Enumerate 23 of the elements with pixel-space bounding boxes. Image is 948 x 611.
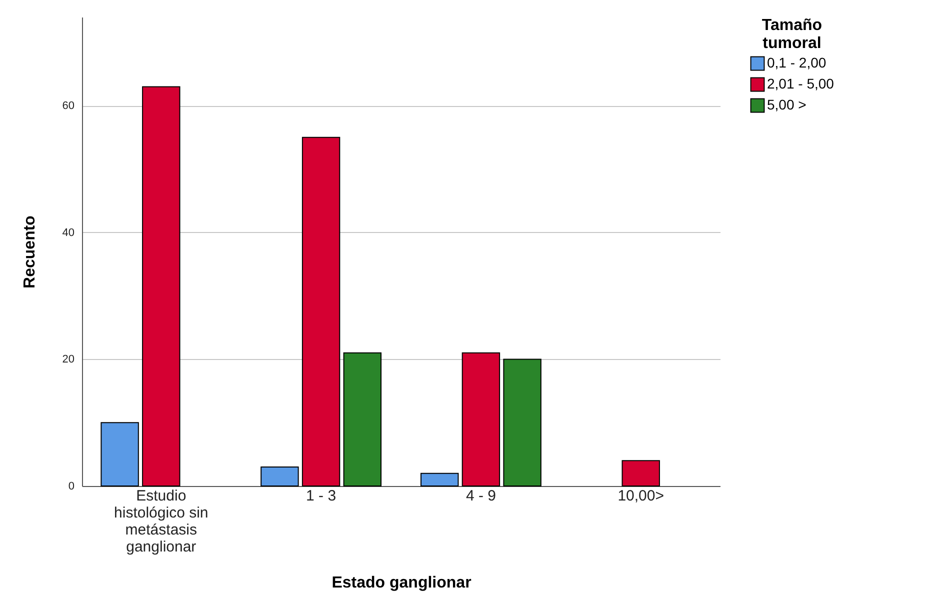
bar bbox=[100, 422, 139, 486]
x-tick-label: Estudio histológico sin metástasis ganglionar bbox=[114, 488, 208, 556]
y-tick-label: 20 bbox=[62, 354, 74, 366]
bar bbox=[462, 352, 500, 486]
x-axis-title: Estado ganglionar bbox=[332, 574, 472, 592]
y-axis-title: Recuento bbox=[21, 215, 38, 288]
x-tick-label: 10,00> bbox=[618, 488, 664, 504]
bar bbox=[343, 352, 382, 486]
bar bbox=[622, 460, 660, 486]
bar bbox=[302, 136, 340, 486]
x-tick-label: 4 - 9 bbox=[466, 488, 496, 504]
y-tick-label: 40 bbox=[62, 226, 74, 239]
bar bbox=[142, 86, 180, 486]
bar bbox=[503, 358, 542, 486]
legend-label: 5,00 > bbox=[767, 96, 806, 112]
y-tick-label: 60 bbox=[62, 100, 74, 112]
legend-title: Tamaño tumoral bbox=[762, 17, 822, 52]
x-tick-label: 1 - 3 bbox=[306, 488, 336, 504]
legend-label: 0,1 - 2,00 bbox=[767, 54, 826, 70]
y-tick-label: 0 bbox=[68, 480, 74, 492]
legend-label: 2,01 - 5,00 bbox=[767, 76, 834, 92]
bar bbox=[260, 466, 299, 486]
bar bbox=[420, 472, 459, 486]
